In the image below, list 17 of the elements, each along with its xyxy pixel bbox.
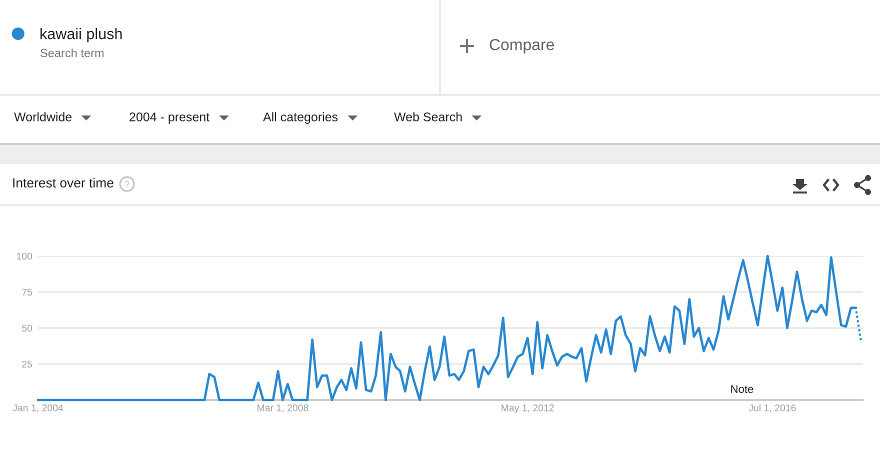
x-tick-label: May 1, 2012	[502, 404, 554, 414]
text: Compare	[490, 38, 554, 54]
annotation: Note	[731, 385, 754, 393]
x-tick-label: Jul 1, 2016	[748, 404, 796, 412]
text: All categories	[263, 112, 338, 124]
chart-title: Interest over time	[13, 178, 114, 188]
text: Worldwide	[14, 112, 72, 122]
text: Web Search	[394, 112, 462, 122]
text: 2004 - present	[130, 112, 210, 124]
text: Search term	[40, 48, 104, 58]
y-tick-label: 50	[22, 324, 32, 332]
y-tick-label: 25	[22, 360, 32, 368]
legend-label: kawaii plush	[40, 28, 122, 42]
x-tick-label: Mar 1, 2008	[258, 404, 308, 412]
y-tick-label: 100	[16, 252, 32, 260]
y-tick-label: 75	[22, 288, 32, 296]
x-tick-label: Jan 1, 2004	[12, 404, 64, 412]
